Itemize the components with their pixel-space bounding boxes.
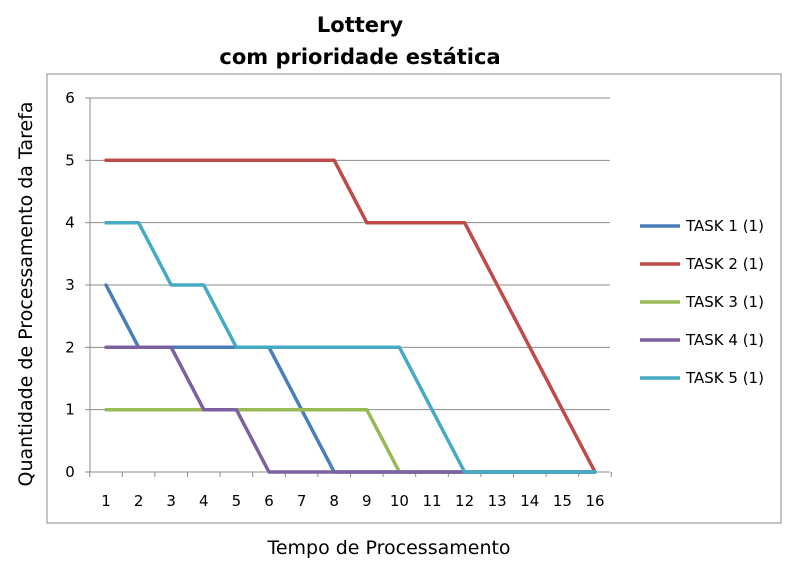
series-line-task-1 bbox=[104, 283, 597, 474]
x-tick-label: 14 bbox=[520, 492, 539, 510]
x-tick-label: 15 bbox=[553, 492, 572, 510]
x-tick-label: 7 bbox=[297, 492, 307, 510]
y-tick-label: 5 bbox=[65, 151, 75, 169]
series-lines bbox=[104, 158, 597, 474]
x-tick-label: 8 bbox=[329, 492, 339, 510]
x-tick-label: 2 bbox=[134, 492, 144, 510]
x-tick-label: 4 bbox=[199, 492, 209, 510]
y-tick-label: 0 bbox=[65, 463, 75, 481]
plot-area-frame bbox=[46, 73, 782, 524]
legend-label-task-5: TASK 5 (1) bbox=[685, 369, 764, 387]
chart-subtitle: com prioridade estática bbox=[219, 45, 500, 69]
x-tick-label: 13 bbox=[488, 492, 507, 510]
legend: TASK 1 (1) TASK 2 (1) TASK 3 (1) TASK 4 (1)… bbox=[640, 217, 764, 387]
series-line-task-2 bbox=[104, 158, 597, 474]
series-line-task-3 bbox=[104, 407, 597, 474]
x-tick-label: 1 bbox=[101, 492, 111, 510]
legend-label-task-3: TASK 3 (1) bbox=[685, 293, 764, 311]
x-tick-label: 12 bbox=[455, 492, 474, 510]
x-tick-label: 9 bbox=[362, 492, 372, 510]
x-tick-label: 10 bbox=[390, 492, 409, 510]
x-tick-label: 3 bbox=[166, 492, 176, 510]
y-tick-label: 2 bbox=[65, 338, 75, 356]
x-axis-label: Tempo de Processamento bbox=[266, 537, 510, 559]
y-axis-label: Quantidade de Processamento da Tarefa bbox=[15, 101, 37, 486]
x-tick-label: 16 bbox=[585, 492, 604, 510]
chart-title: Lottery bbox=[317, 13, 403, 37]
gridlines bbox=[90, 97, 610, 411]
legend-label-task-2: TASK 2 (1) bbox=[685, 255, 764, 273]
legend-label-task-4: TASK 4 (1) bbox=[685, 331, 764, 349]
x-tick-label: 11 bbox=[422, 492, 441, 510]
x-tick-label: 5 bbox=[232, 492, 242, 510]
x-tick-label: 6 bbox=[264, 492, 274, 510]
legend-label-task-1: TASK 1 (1) bbox=[685, 217, 764, 235]
y-tick-label: 6 bbox=[65, 89, 75, 107]
y-tick-label: 1 bbox=[65, 401, 75, 419]
series-line-task-5 bbox=[104, 220, 597, 474]
y-tick-label: 3 bbox=[65, 276, 75, 294]
y-tick-label: 4 bbox=[65, 214, 75, 232]
